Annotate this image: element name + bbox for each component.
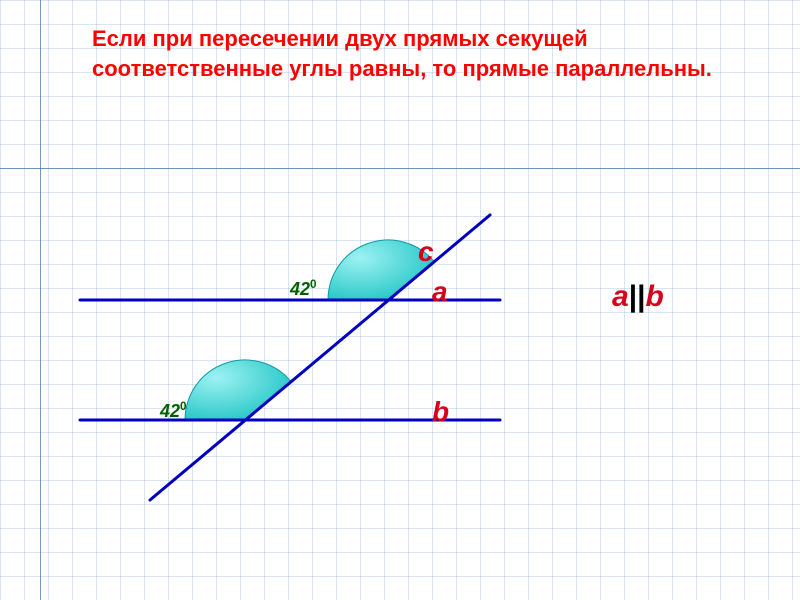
- label-line-c: c: [418, 236, 434, 268]
- parallel-a: a: [612, 280, 629, 313]
- parallel-symbol: ||: [629, 280, 646, 313]
- angle-2-value: 42: [160, 401, 180, 421]
- angle-label-2: 420: [160, 400, 187, 422]
- parallel-statement: a||b: [612, 280, 664, 314]
- angle-1-degree: 0: [310, 278, 317, 291]
- angle-arc-b: [185, 360, 291, 420]
- angle-1-value: 42: [290, 279, 310, 299]
- parallel-b: b: [645, 280, 663, 313]
- angle-2-degree: 0: [180, 400, 187, 413]
- diagram-svg: [0, 0, 800, 600]
- label-line-a: a: [432, 276, 448, 308]
- line-c-transversal: [150, 215, 490, 500]
- angle-label-1: 420: [290, 278, 317, 300]
- label-line-b: b: [432, 396, 449, 428]
